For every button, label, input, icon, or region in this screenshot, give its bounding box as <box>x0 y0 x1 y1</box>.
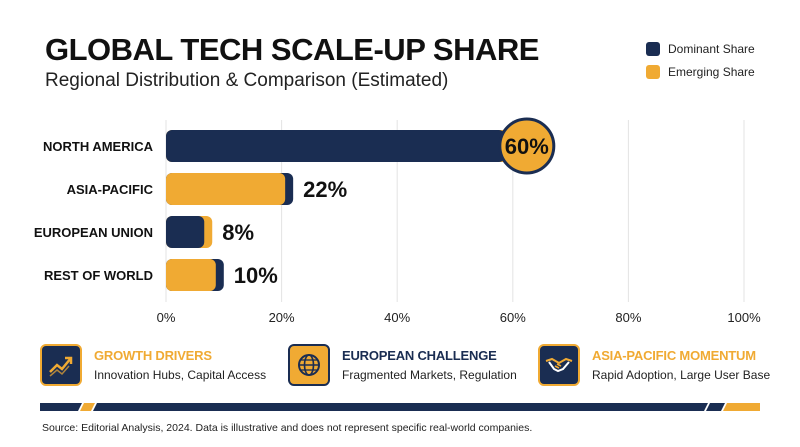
card-european-challenge: EUROPEAN CHALLENGE Fragmented Markets, R… <box>288 341 517 389</box>
card-title-european: EUROPEAN CHALLENGE <box>342 348 497 363</box>
legend: Dominant Share Emerging Share <box>646 38 755 84</box>
chart-title: GLOBAL TECH SCALE-UP SHARE <box>45 32 539 67</box>
card-text-european: Fragmented Markets, Regulation <box>342 368 517 382</box>
bar-chart: 0% 20% 40% 60% 80% 100% NORTH AMERICA 60% ASIA-P… <box>34 117 761 325</box>
card-text-growth: Innovation Hubs, Capital Access <box>94 368 267 382</box>
x-tick-label: 80% <box>615 310 641 325</box>
card-title-asia: ASIA-PACIFIC MOMENTUM <box>592 348 756 363</box>
handshake-icon <box>538 344 580 386</box>
source-note: Source: Editorial Analysis, 2024. Data i… <box>42 422 533 434</box>
globe-icon <box>288 344 330 386</box>
category-label: REST OF WORLD <box>44 268 153 283</box>
x-tick-label: 20% <box>269 310 295 325</box>
x-tick-label: 60% <box>500 310 526 325</box>
x-tick-label: 100% <box>727 310 761 325</box>
x-tick-label: 0% <box>157 310 176 325</box>
card-asia-pacific-momentum: ASIA-PACIFIC MOMENTUM Rapid Adoption, La… <box>538 341 770 389</box>
category-label: ASIA-PACIFIC <box>67 182 154 197</box>
x-tick-label: 40% <box>384 310 410 325</box>
growth-chart-icon <box>40 344 82 386</box>
card-growth-drivers: GROWTH DRIVERS Innovation Hubs, Capital … <box>40 341 266 389</box>
bar <box>166 173 286 205</box>
insight-cards: GROWTH DRIVERS Innovation Hubs, Capital … <box>40 341 770 389</box>
value-badge <box>498 117 556 175</box>
legend-item-emerging: Emerging Share <box>646 61 755 82</box>
value-label: 22% <box>303 177 347 202</box>
legend-swatch-emerging <box>646 64 660 79</box>
legend-label-dominant: Dominant Share <box>668 41 755 56</box>
card-text-asia: Rapid Adoption, Large User Base <box>592 368 771 382</box>
value-label: 10% <box>234 263 278 288</box>
bar <box>166 216 205 248</box>
value-label: 8% <box>222 220 254 245</box>
bar <box>166 130 505 162</box>
category-label: EUROPEAN UNION <box>34 225 153 240</box>
chart-subtitle: Regional Distribution & Comparison (Esti… <box>45 70 449 91</box>
legend-label-emerging: Emerging Share <box>668 64 755 79</box>
card-title-growth: GROWTH DRIVERS <box>94 348 212 363</box>
decorative-stripe <box>40 403 760 411</box>
legend-item-dominant: Dominant Share <box>646 38 755 59</box>
legend-swatch-dominant <box>646 41 660 56</box>
bar <box>166 259 216 291</box>
value-label: 60% <box>505 134 549 159</box>
category-label: NORTH AMERICA <box>43 139 154 154</box>
